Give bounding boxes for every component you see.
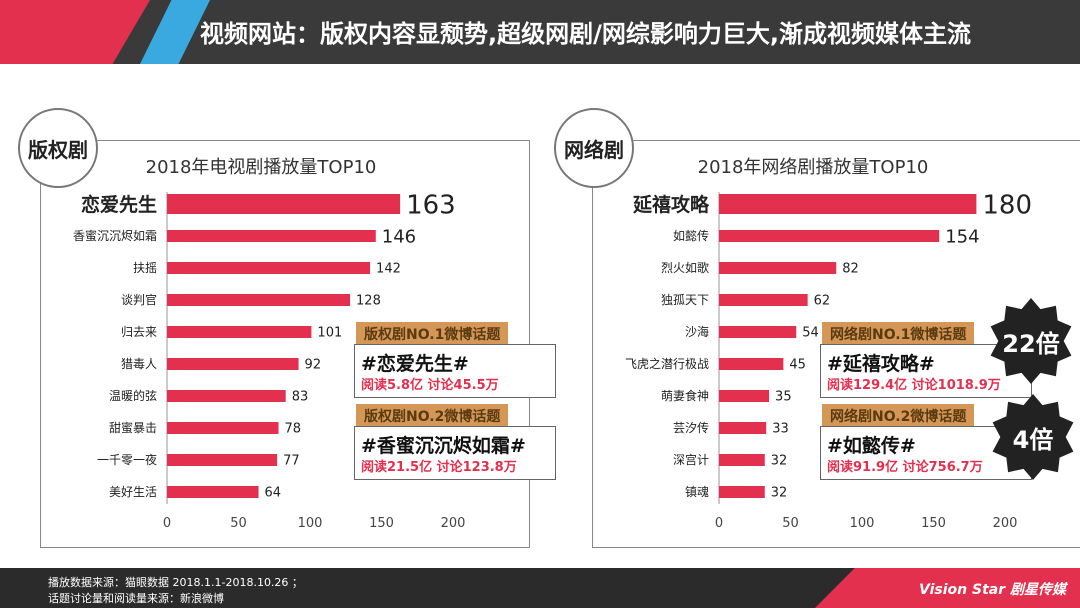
bar (167, 294, 351, 306)
bar (719, 358, 784, 370)
x-tick-label: 0 (715, 516, 723, 531)
category-label: 烈火如歌 (661, 260, 709, 275)
page-title: 视频网站：版权内容显颓势,超级网剧/网综影响力巨大,渐成视频媒体主流 (200, 20, 971, 48)
tv-no2-topic-box: #香蜜沉沉烬如霜# 阅读21.5亿 讨论123.8万 (354, 426, 556, 480)
bar (167, 390, 286, 402)
category-label: 深宫计 (673, 452, 709, 467)
tv-no1-topic-label: 版权剧NO.1微博话题 (356, 322, 509, 346)
tv-drama-tag: 版权剧 (18, 108, 98, 188)
x-tick-label: 100 (850, 516, 875, 531)
data-label: 142 (376, 262, 401, 277)
web-no1-topic-box: #延禧攻略# 阅读129.4亿 讨论1018.9万 (820, 344, 1032, 398)
data-label: 32 (771, 486, 788, 501)
category-label: 沙海 (685, 324, 709, 339)
bar (719, 326, 797, 338)
data-label: 82 (842, 262, 859, 277)
header-bar: 视频网站：版权内容显颓势,超级网剧/网综影响力巨大,渐成视频媒体主流 (0, 0, 1080, 64)
web-no1-topic-label: 网络剧NO.1微博话题 (822, 322, 975, 346)
tv-no2-stats: 阅读21.5亿 讨论123.8万 (361, 460, 517, 475)
data-label: 77 (283, 454, 300, 469)
chart-title: 2018年电视剧播放量TOP10 (146, 157, 377, 178)
web-no2-topic-label: 网络剧NO.2微博话题 (822, 404, 975, 428)
brand-logo: Vision Star 剧星传媒 (919, 582, 1066, 598)
header-red-stripe (0, 0, 150, 64)
x-tick-label: 200 (441, 516, 466, 531)
category-label: 如懿传 (673, 228, 709, 243)
x-tick-label: 50 (782, 516, 799, 531)
x-tick-label: 50 (230, 516, 247, 531)
category-label: 恋爱先生 (81, 193, 157, 216)
category-label: 飞虎之潜行极战 (625, 357, 709, 371)
bar (167, 454, 278, 466)
bar (719, 262, 837, 274)
data-label: 146 (382, 226, 416, 247)
web-no1-stats: 阅读129.4亿 讨论1018.9万 (827, 378, 1001, 393)
category-label: 谈判官 (121, 292, 157, 307)
data-label: 154 (945, 226, 979, 247)
category-label: 美好生活 (109, 485, 157, 499)
x-tick-label: 100 (298, 516, 323, 531)
footer-red-block: Vision Star 剧星传媒 (815, 568, 1080, 608)
footer-bar: 播放数据来源：猫眼数据 2018.1.1-2018.10.26 ； 话题讨论量和… (0, 568, 1080, 608)
x-tick-label: 150 (921, 516, 946, 531)
data-label: 128 (356, 294, 381, 309)
category-label: 一千零一夜 (97, 452, 157, 467)
data-label: 62 (814, 294, 831, 309)
bar (719, 422, 767, 434)
bar (167, 486, 259, 498)
web-no2-stats: 阅读91.9亿 讨论756.7万 (827, 460, 983, 475)
bar (167, 422, 279, 434)
category-label: 扶摇 (133, 260, 157, 275)
category-label: 萌妻食神 (661, 388, 709, 403)
category-label: 猎毒人 (121, 357, 157, 371)
bar (719, 194, 977, 214)
x-tick-label: 150 (369, 516, 394, 531)
bar (719, 230, 940, 242)
bar (167, 326, 312, 338)
data-label: 54 (802, 326, 819, 341)
bar (167, 194, 401, 214)
bar (719, 294, 808, 306)
category-label: 香蜜沉沉烬如霜 (73, 228, 157, 243)
category-label: 延禧攻略 (632, 193, 710, 216)
data-label: 180 (982, 190, 1032, 220)
category-label: 芸汐传 (673, 420, 709, 435)
tv-drama-chart: 2018年电视剧播放量TOP10 0 50 100 150 200 恋爱先生 163 香蜜沉沉… (73, 157, 466, 531)
tv-no1-topic-box: #恋爱先生# 阅读5.8亿 讨论45.5万 (354, 344, 556, 398)
data-label: 35 (775, 390, 792, 405)
footer-source-line-2: 话题讨论量和阅读量来源：新浪微博 (48, 592, 224, 605)
category-label: 镇魂 (685, 484, 709, 499)
x-tick-label: 200 (993, 516, 1018, 531)
tv-no2-topic-label: 版权剧NO.2微博话题 (356, 404, 509, 428)
bar (719, 486, 765, 498)
web-no1-hashtag: #延禧攻略# (827, 353, 935, 375)
data-label: 163 (406, 190, 456, 220)
tv-no2-hashtag: #香蜜沉沉烬如霜# (361, 435, 526, 457)
bar (167, 230, 376, 242)
bar (719, 390, 770, 402)
chart-title: 2018年网络剧播放量TOP10 (698, 157, 929, 178)
data-label: 101 (317, 326, 342, 341)
bar (719, 454, 765, 466)
web-drama-chart: 2018年网络剧播放量TOP10 0 50 100 150 200 延禧攻略 180 如懿传 1… (625, 157, 1032, 531)
web-no2-hashtag: #如懿传# (827, 435, 916, 457)
web-drama-tag: 网络剧 (554, 108, 634, 188)
data-label: 64 (265, 486, 282, 501)
bar (167, 262, 371, 274)
category-label: 温暖的弦 (109, 388, 157, 403)
bar (167, 358, 299, 370)
footer-source-line-1: 播放数据来源：猫眼数据 2018.1.1-2018.10.26 ； (48, 576, 303, 589)
data-label: 92 (305, 358, 322, 373)
data-label: 32 (771, 454, 788, 469)
category-label: 甜蜜暴击 (109, 420, 157, 435)
tv-no1-hashtag: #恋爱先生# (361, 353, 469, 375)
data-label: 45 (789, 358, 806, 373)
x-tick-label: 0 (163, 516, 171, 531)
category-label: 归去来 (121, 325, 157, 339)
category-label: 独孤天下 (661, 293, 709, 307)
data-label: 33 (772, 422, 789, 437)
data-label: 78 (285, 422, 302, 437)
tv-no1-stats: 阅读5.8亿 讨论45.5万 (361, 378, 499, 393)
data-label: 83 (292, 390, 309, 405)
